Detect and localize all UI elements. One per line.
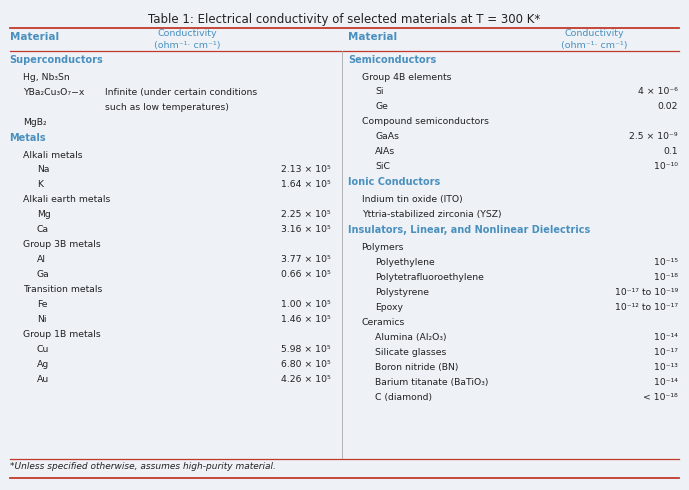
Text: 1.64 × 10⁵: 1.64 × 10⁵	[281, 180, 331, 190]
Text: 10⁻¹⁷ to 10⁻¹⁹: 10⁻¹⁷ to 10⁻¹⁹	[615, 288, 678, 297]
Text: Table 1: Electrical conductivity of selected materials at T = 300 K*: Table 1: Electrical conductivity of sele…	[148, 13, 541, 26]
Text: Material: Material	[348, 32, 397, 42]
Text: SiC: SiC	[376, 162, 390, 171]
Text: 10⁻¹⁴: 10⁻¹⁴	[654, 333, 678, 342]
Text: 10⁻¹⁴: 10⁻¹⁴	[654, 378, 678, 387]
Text: Metals: Metals	[10, 133, 46, 143]
Text: 10⁻¹⁵: 10⁻¹⁵	[654, 258, 678, 267]
Text: 2.13 × 10⁵: 2.13 × 10⁵	[281, 166, 331, 174]
Text: Al: Al	[37, 255, 46, 264]
Text: Boron nitride (BN): Boron nitride (BN)	[376, 363, 459, 372]
Text: Polystyrene: Polystyrene	[376, 288, 429, 297]
Text: Polytetrafluoroethylene: Polytetrafluoroethylene	[376, 273, 484, 282]
Text: Ag: Ag	[37, 360, 49, 368]
Text: MgB₂: MgB₂	[23, 118, 47, 127]
Text: 1.00 × 10⁵: 1.00 × 10⁵	[281, 300, 331, 309]
Text: 10⁻¹⁰: 10⁻¹⁰	[654, 162, 678, 171]
Text: Cu: Cu	[37, 344, 50, 354]
Text: 1.46 × 10⁵: 1.46 × 10⁵	[281, 315, 331, 324]
Text: Mg: Mg	[37, 210, 51, 219]
Text: Polyethylene: Polyethylene	[376, 258, 435, 267]
Text: Ceramics: Ceramics	[362, 318, 405, 327]
Text: Ga: Ga	[37, 270, 50, 279]
Text: such as low temperatures): such as low temperatures)	[105, 102, 229, 112]
Text: Infinite (under certain conditions: Infinite (under certain conditions	[105, 88, 258, 97]
Text: 4.26 × 10⁵: 4.26 × 10⁵	[281, 375, 331, 384]
Text: Insulators, Linear, and Nonlinear Dielectrics: Insulators, Linear, and Nonlinear Dielec…	[348, 225, 590, 235]
Text: Material: Material	[10, 32, 59, 42]
Text: 0.1: 0.1	[664, 147, 678, 156]
Text: Semiconductors: Semiconductors	[348, 54, 436, 65]
Text: 10⁻¹² to 10⁻¹⁷: 10⁻¹² to 10⁻¹⁷	[615, 303, 678, 312]
Text: < 10⁻¹⁸: < 10⁻¹⁸	[644, 393, 678, 402]
Text: 6.80 × 10⁵: 6.80 × 10⁵	[281, 360, 331, 368]
Text: Barium titanate (BaTiO₃): Barium titanate (BaTiO₃)	[376, 378, 489, 387]
Text: Indium tin oxide (ITO): Indium tin oxide (ITO)	[362, 195, 462, 204]
Text: 0.02: 0.02	[657, 102, 678, 111]
Text: Conductivity
(ohm⁻¹· cm⁻¹): Conductivity (ohm⁻¹· cm⁻¹)	[561, 29, 627, 49]
Text: Ge: Ge	[376, 102, 388, 111]
Text: Alumina (Al₂O₃): Alumina (Al₂O₃)	[376, 333, 446, 342]
Text: 10⁻¹⁷: 10⁻¹⁷	[654, 348, 678, 357]
Text: K: K	[37, 180, 43, 190]
Text: 5.98 × 10⁵: 5.98 × 10⁵	[281, 344, 331, 354]
Text: 2.5 × 10⁻⁹: 2.5 × 10⁻⁹	[629, 132, 678, 141]
Text: Na: Na	[37, 166, 50, 174]
Text: Si: Si	[376, 87, 384, 96]
Text: Alkali metals: Alkali metals	[23, 151, 83, 160]
Text: C (diamond): C (diamond)	[376, 393, 432, 402]
Text: 2.25 × 10⁵: 2.25 × 10⁵	[281, 210, 331, 219]
Text: Ca: Ca	[37, 225, 49, 234]
Text: Yttria-stabilized zirconia (YSZ): Yttria-stabilized zirconia (YSZ)	[362, 210, 501, 219]
Text: Transition metals: Transition metals	[23, 285, 103, 294]
Text: Alkali earth metals: Alkali earth metals	[23, 196, 111, 204]
Text: Epoxy: Epoxy	[376, 303, 403, 312]
Text: Group 3B metals: Group 3B metals	[23, 240, 101, 249]
Text: Compound semiconductors: Compound semiconductors	[362, 117, 489, 126]
Text: 0.66 × 10⁵: 0.66 × 10⁵	[281, 270, 331, 279]
Text: YBa₂Cu₃O₇−x: YBa₂Cu₃O₇−x	[23, 88, 85, 97]
Text: Au: Au	[37, 375, 49, 384]
Text: Ionic Conductors: Ionic Conductors	[348, 177, 440, 187]
Text: Polymers: Polymers	[362, 243, 404, 252]
Text: Hg, Nb₃Sn: Hg, Nb₃Sn	[23, 73, 70, 81]
Text: Silicate glasses: Silicate glasses	[376, 348, 446, 357]
Text: *Unless specified otherwise, assumes high-purity material.: *Unless specified otherwise, assumes hig…	[10, 462, 276, 471]
Text: 3.16 × 10⁵: 3.16 × 10⁵	[281, 225, 331, 234]
Text: Group 1B metals: Group 1B metals	[23, 330, 101, 339]
Text: Fe: Fe	[37, 300, 48, 309]
Text: Ni: Ni	[37, 315, 46, 324]
Text: Conductivity
(ohm⁻¹· cm⁻¹): Conductivity (ohm⁻¹· cm⁻¹)	[154, 29, 220, 49]
Text: GaAs: GaAs	[376, 132, 399, 141]
Text: Group 4B elements: Group 4B elements	[362, 73, 451, 81]
Text: 3.77 × 10⁵: 3.77 × 10⁵	[281, 255, 331, 264]
Text: 10⁻¹³: 10⁻¹³	[654, 363, 678, 372]
Text: 4 × 10⁻⁶: 4 × 10⁻⁶	[638, 87, 678, 96]
Text: Superconductors: Superconductors	[10, 54, 103, 65]
Text: 10⁻¹⁸: 10⁻¹⁸	[654, 273, 678, 282]
Text: AlAs: AlAs	[376, 147, 395, 156]
